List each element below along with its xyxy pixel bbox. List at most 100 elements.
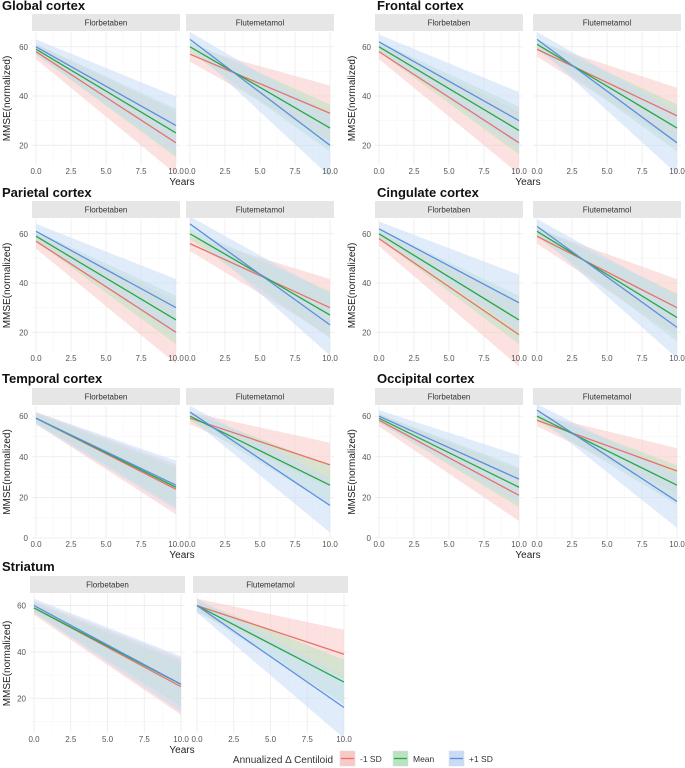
chart-1: Global cortex Florbetaben 0.0 2.5 5.0 7.5 10.0…: [2, 0, 338, 188]
x-tick-label: 0.0: [30, 167, 42, 176]
x-axis-title: Years: [169, 745, 194, 756]
x-tick-label: 7.5: [636, 354, 648, 363]
y-tick-label: 60: [19, 412, 28, 421]
x-tick-label: 5.0: [254, 167, 266, 176]
facet-strip: [193, 576, 348, 593]
x-tick-label: 0.0: [373, 167, 385, 176]
facet-label: Flutemetamol: [246, 581, 295, 590]
x-tick-label: 10.0: [669, 354, 685, 363]
x-tick-label: 2.5: [408, 167, 420, 176]
facet-label: Flutemetamol: [583, 206, 632, 215]
x-tick-label: 5.0: [601, 354, 613, 363]
x-tick-label: 7.5: [636, 167, 648, 176]
x-tick-label: 5.0: [265, 735, 277, 744]
facet-0: Florbetaben 0.0 2.5 5.0 7.5 10.0 0 20 40 60: [19, 388, 184, 549]
x-tick-label: 10.0: [669, 540, 685, 549]
y-tick-label: 60: [362, 230, 371, 239]
facet-0: Florbetaben 0.0 2.5 5.0 7.5 10.0 20 40 60: [362, 14, 527, 176]
series-line: [189, 46, 331, 129]
series-line: [378, 233, 520, 321]
x-tick-label: 7.5: [636, 540, 648, 549]
facet-label: Florbetaben: [85, 393, 128, 402]
y-axis-title: MMSE(normalized): [2, 56, 13, 142]
y-tick-label: 40: [17, 648, 26, 657]
facet-strip: [32, 14, 180, 31]
y-tick-label: 60: [362, 412, 371, 421]
chart-7: Striatum Florbetaben 0.0 2.5 5.0 7.5 10.0 20 40 6…: [2, 559, 352, 756]
facet-0: Florbetaben 0.0 2.5 5.0 7.5 10.0 20 40 60: [17, 576, 189, 744]
chart-4: Cingulate cortex Florbetaben 0.0 2.5 5.0 7.5 1…: [347, 185, 685, 367]
chart-title: Striatum: [2, 559, 55, 574]
x-tick-label: 5.0: [443, 540, 455, 549]
y-tick-label: 60: [19, 43, 28, 52]
chart-title: Cingulate cortex: [377, 185, 480, 200]
y-tick-label: 20: [19, 328, 28, 337]
y-tick-label: 0: [24, 534, 29, 543]
y-axis-title: MMSE(normalized): [347, 56, 358, 142]
facet-strip: [32, 201, 180, 218]
x-tick-label: 7.5: [135, 167, 147, 176]
chart-6: Occipital cortex Florbetaben 0.0 2.5 5.0 7.5 1…: [347, 371, 685, 561]
x-tick-label: 10.0: [322, 167, 338, 176]
ci-band: [537, 404, 677, 528]
x-tick-label: 5.0: [254, 354, 266, 363]
y-tick-label: 40: [19, 453, 28, 462]
facet-1: Flutemetamol 0.0 2.5 5.0 7.5 10.0: [184, 201, 338, 363]
facet-label: Florbetaben: [85, 206, 128, 215]
facet-strip: [375, 14, 523, 31]
y-axis-title: MMSE(normalized): [347, 243, 358, 329]
x-axis-title: Years: [515, 550, 540, 561]
facet-label: Flutemetamol: [236, 393, 285, 402]
x-tick-label: 7.5: [478, 167, 490, 176]
x-tick-label: 0.0: [28, 735, 40, 744]
facet-label: Flutemetamol: [236, 19, 285, 28]
x-tick-label: 0.0: [30, 540, 42, 549]
ci-band: [197, 598, 344, 739]
facet-label: Florbetaben: [86, 581, 129, 590]
facet-0: Florbetaben 0.0 2.5 5.0 7.5 10.0 20 40 60: [19, 201, 184, 364]
x-tick-label: 2.5: [219, 167, 231, 176]
chart-title: Parietal cortex: [2, 185, 92, 200]
y-tick-label: 20: [17, 694, 26, 703]
x-tick-label: 2.5: [219, 540, 231, 549]
facet-label: Flutemetamol: [583, 393, 632, 402]
series-line: [378, 41, 520, 122]
x-tick-label: 10.0: [173, 735, 189, 744]
series-line: [378, 415, 520, 480]
chart-2: Frontal cortex Florbetaben 0.0 2.5 5.0 7.5 10.…: [347, 0, 685, 188]
y-axis-title: MMSE(normalized): [2, 243, 13, 329]
y-tick-label: 20: [362, 141, 371, 150]
y-tick-label: 20: [19, 141, 28, 150]
x-tick-label: 7.5: [302, 735, 314, 744]
x-tick-label: 7.5: [135, 354, 147, 363]
x-tick-label: 0.0: [184, 540, 196, 549]
x-tick-label: 7.5: [289, 540, 301, 549]
y-tick-label: 20: [362, 493, 371, 502]
y-axis-title: MMSE(normalized): [2, 621, 13, 707]
x-tick-label: 2.5: [566, 354, 578, 363]
legend: Annualized Δ Centiloid -1 SD Mean +1 SD: [233, 750, 493, 767]
y-tick-label: 60: [362, 43, 371, 52]
x-tick-label: 10.0: [669, 167, 685, 176]
x-tick-label: 10.0: [511, 354, 527, 363]
series-line: [536, 230, 678, 319]
x-tick-label: 0.0: [531, 354, 543, 363]
series-line: [378, 417, 520, 488]
series-line: [189, 53, 331, 114]
facet-strip: [375, 388, 523, 405]
series-line: [35, 230, 177, 309]
series-line: [189, 411, 331, 507]
series-line: [536, 225, 678, 328]
x-tick-label: 5.0: [100, 167, 112, 176]
x-tick-label: 0.0: [373, 354, 385, 363]
facet-label: Florbetaben: [85, 19, 128, 28]
series-line: [536, 43, 678, 129]
x-tick-label: 0.0: [531, 167, 543, 176]
facet-label: Florbetaben: [428, 393, 471, 402]
x-tick-label: 7.5: [478, 540, 490, 549]
facet-strip: [533, 14, 681, 31]
legend-label: -1 SD: [360, 754, 382, 764]
facet-strip: [30, 576, 185, 593]
series-line: [536, 409, 678, 502]
ci-band: [36, 223, 176, 337]
